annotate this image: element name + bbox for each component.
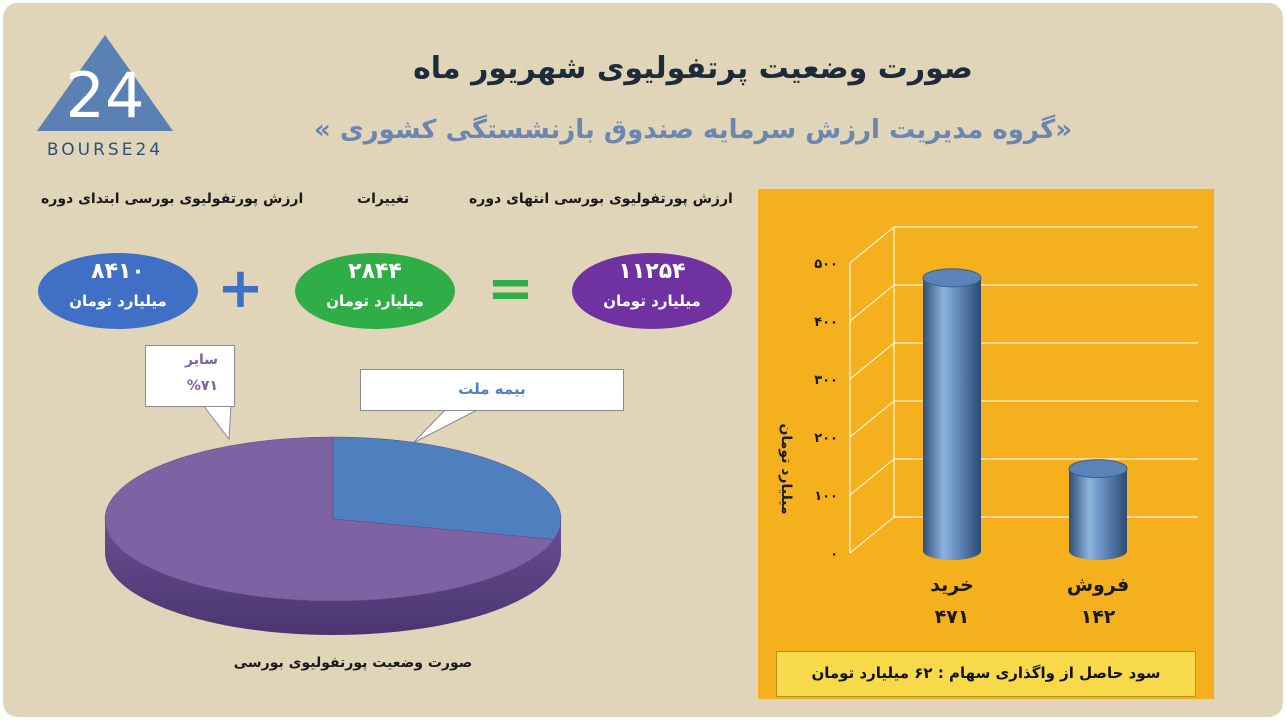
grid-line-diag	[849, 516, 895, 554]
start-unit: میلیارد تومان	[69, 292, 167, 310]
infographic-card: 24 BOURSE24 صورت وضعیت پرتفولیوی شهریور …	[3, 3, 1283, 717]
logo-brand: BOURSE24	[47, 140, 163, 160]
bar-sell	[1069, 468, 1127, 560]
bar-chart-panel: ۰ ۱۰۰ ۲۰۰ ۳۰۰ ۴۰۰ ۵۰۰ خرید ۴۷۱ فروش ۱۴۲ میلیارد …	[758, 189, 1214, 699]
logo-digits: 24	[66, 59, 145, 132]
category-label: فروش	[1067, 574, 1129, 596]
page-subtitle: «گروه مدیریت ارزش سرمایه صندوق بازنشستگی…	[314, 115, 1072, 145]
value-label: ۱۴۲	[1081, 606, 1116, 628]
start-value-oval: ۸۴۱۰ میلیارد تومان	[38, 253, 198, 329]
equals-sign: =	[487, 256, 534, 321]
callout-bimeh-mellat: بیمه ملت	[360, 369, 624, 411]
pie-slice-other	[104, 436, 555, 602]
y-tick-label: ۰	[830, 547, 838, 562]
pie-side-wall	[105, 519, 561, 635]
y-tick-label: ۴۰۰	[814, 315, 838, 330]
change-unit: میلیارد تومان	[326, 292, 424, 310]
label-end: ارزش پورتفولیوی بورسی انتهای دوره	[469, 191, 733, 207]
bar-chart: ۰ ۱۰۰ ۲۰۰ ۳۰۰ ۴۰۰ ۵۰۰ خرید ۴۷۱ فروش ۱۴۲ میلیارد …	[778, 226, 1198, 628]
plus-sign: +	[217, 256, 264, 321]
end-unit: میلیارد تومان	[603, 292, 701, 310]
footer-text: سود حاصل از واگذاری سهام : ۶۲ میلیارد تو…	[811, 664, 1161, 682]
value-label: ۴۷۱	[935, 606, 970, 628]
grid-line-diag	[849, 458, 895, 496]
pie-chart	[104, 436, 562, 635]
grid-line-diag	[849, 342, 895, 380]
callout-bimeh-mellat-label: بیمه ملت	[458, 380, 526, 398]
start-value: ۸۴۱۰	[91, 259, 145, 284]
end-value-oval: ۱۱۲۵۴ میلیارد تومان	[572, 253, 732, 329]
bar-buy	[923, 277, 981, 560]
pie-slice-bimeh-mellat	[332, 436, 562, 540]
callout-other-value: %۷۱	[186, 378, 218, 394]
label-start: ارزش پورتفولیوی بورسی ابتدای دوره	[41, 191, 304, 207]
pie-caption: صورت وضعیت پورتفولیوی بورسی	[233, 655, 473, 671]
callout-other-label: سایر	[185, 352, 218, 368]
grid-line-diag	[849, 284, 895, 322]
grid-line-diag	[849, 400, 895, 438]
end-value: ۱۱۲۵۴	[618, 259, 686, 284]
label-change: تغییرات	[357, 191, 410, 207]
change-value: ۲۸۴۴	[348, 259, 402, 284]
callout-other: سایر %۷۱	[145, 345, 235, 407]
grid-line-diag	[849, 226, 895, 264]
y-tick-label: ۱۰۰	[814, 489, 838, 504]
change-value-oval: ۲۸۴۴ میلیارد تومان	[295, 253, 455, 329]
bar-top-sell	[1068, 459, 1128, 479]
bar-top-buy	[922, 268, 982, 288]
y-tick-label: ۲۰۰	[814, 431, 838, 446]
y-tick-label: ۵۰۰	[814, 257, 838, 272]
footer-box: سود حاصل از واگذاری سهام : ۶۲ میلیارد تو…	[776, 651, 1196, 697]
y-axis-label: میلیارد تومان	[778, 423, 794, 514]
category-label: خرید	[930, 574, 974, 596]
page-title: صورت وضعیت پرتفولیوی شهریور ماه	[413, 51, 973, 86]
y-tick-label: ۳۰۰	[814, 373, 838, 388]
bourse24-logo: 24 BOURSE24	[37, 35, 173, 160]
